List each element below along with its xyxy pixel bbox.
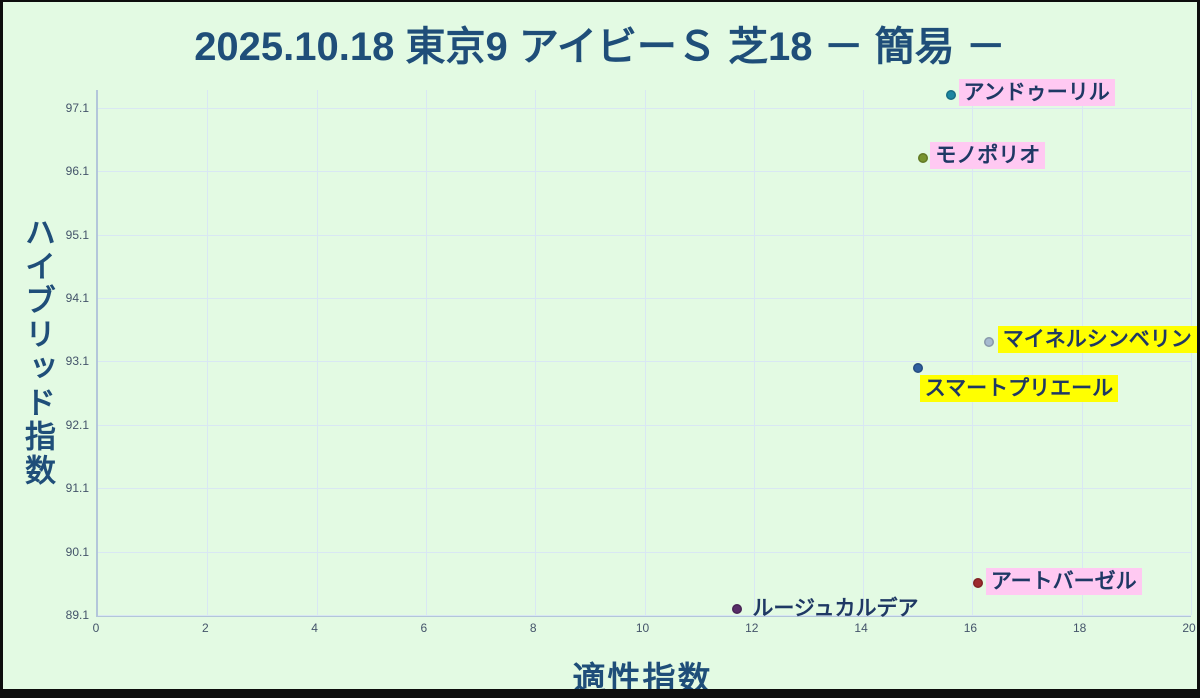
data-point-label: スマートプリエール: [919, 374, 1119, 402]
data-point-label: ルージュカルデア: [752, 596, 919, 620]
x-tick-label: 16: [963, 621, 978, 635]
y-tick-label: 95.1: [65, 227, 89, 242]
x-tick-label: 2: [201, 621, 209, 635]
gridline-vertical: [535, 90, 537, 615]
data-point: [918, 153, 929, 164]
y-tick-label: 92.1: [65, 417, 89, 432]
data-point-label: マイネルシンベリン: [997, 326, 1197, 354]
gridline-vertical: [425, 90, 427, 615]
y-tick-label: 91.1: [65, 481, 89, 496]
data-point-label: モノポリオ: [930, 142, 1046, 170]
chart-title: 2025.10.18 東京9 アイビーＳ 芝18 － 簡易 －: [194, 25, 1006, 69]
gridline-vertical: [644, 90, 646, 615]
x-tick-label: 4: [311, 621, 318, 635]
data-point: [972, 578, 983, 589]
gridline-vertical: [207, 90, 209, 615]
x-tick-label: 12: [745, 621, 759, 635]
gridline-horizontal: [98, 615, 1191, 616]
y-tick-label: 97.1: [65, 100, 89, 115]
x-tick-label: 8: [529, 621, 537, 635]
data-point-label: アートバーゼル: [985, 568, 1142, 596]
y-tick-label: 89.1: [65, 608, 89, 622]
data-point: [983, 337, 994, 348]
x-tick-label: 10: [635, 621, 650, 635]
x-tick-label: 0: [92, 621, 100, 635]
x-axis-title: 適性指数: [572, 660, 713, 697]
data-point: [912, 362, 923, 373]
data-point-label: アンドゥーリル: [958, 79, 1115, 107]
gridline-vertical: [972, 90, 974, 615]
gridline-vertical: [863, 90, 865, 615]
x-tick-label: 6: [420, 621, 428, 635]
y-tick-label: 94.1: [65, 290, 89, 305]
gridline-vertical: [753, 90, 755, 615]
data-point: [945, 90, 956, 101]
x-tick-label: 18: [1073, 621, 1087, 635]
gridline-vertical: [316, 90, 318, 615]
y-tick-label: 96.1: [65, 164, 89, 179]
data-point: [732, 603, 743, 614]
y-tick-label: 90.1: [65, 544, 89, 559]
y-tick-label: 93.1: [65, 354, 89, 369]
y-axis-title: ハイブリッド指数: [20, 216, 55, 488]
x-tick-label: 20: [1182, 621, 1196, 635]
plot-area: アンドゥーリルモノポリオマイネルシンベリンスマートプリエールアートバーゼルルージ…: [96, 79, 1197, 620]
x-tick-label: 14: [854, 621, 868, 635]
